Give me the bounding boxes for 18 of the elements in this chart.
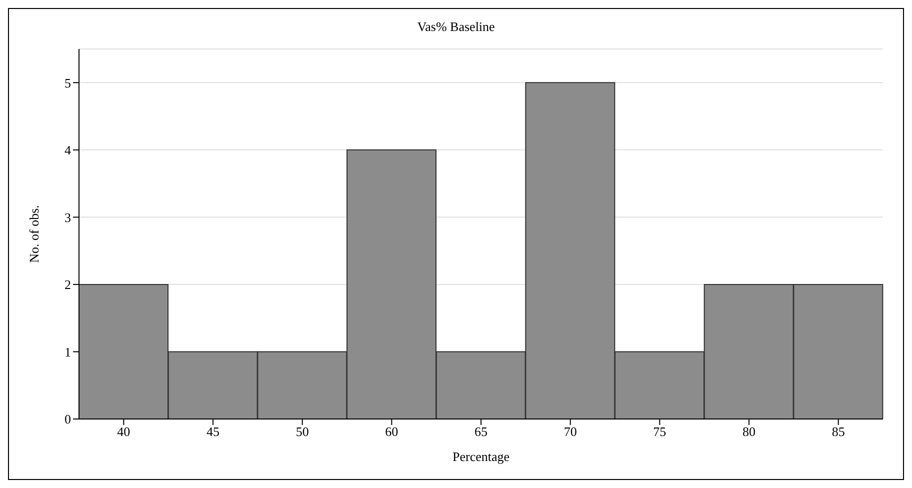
y-axis-title: No. of obs. <box>26 205 42 263</box>
x-tick-label: 40 <box>117 424 130 440</box>
x-tick-label: 65 <box>474 424 488 440</box>
x-tick-label: 85 <box>832 424 845 440</box>
y-tick-label: 0 <box>64 412 71 427</box>
chart-title: Vas% Baseline <box>416 19 496 35</box>
y-tick-label: 1 <box>64 344 71 360</box>
x-tick-label: 45 <box>206 424 220 440</box>
y-tick-label: 3 <box>64 210 71 225</box>
y-tick-label: 2 <box>64 277 71 292</box>
x-axis-title: Percentage <box>452 449 510 464</box>
y-tick-label: 5 <box>64 75 71 90</box>
x-tick-label: 70 <box>564 424 577 440</box>
y-tick-label: 4 <box>64 142 72 158</box>
x-tick-label: 80 <box>742 424 756 440</box>
x-tick-label: 60 <box>385 424 398 440</box>
x-tick-label: 50 <box>296 424 309 440</box>
x-tick-label: 75 <box>653 424 666 440</box>
